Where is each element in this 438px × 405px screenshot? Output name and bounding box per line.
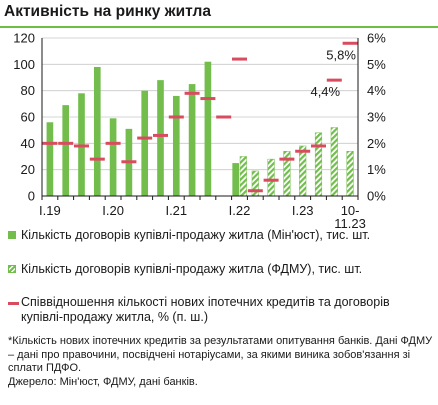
title-rule (0, 26, 438, 28)
bar-minjust (204, 61, 212, 197)
legend-swatch-minjust (8, 231, 16, 239)
bar-fdmu (299, 145, 307, 197)
bar-minjust (172, 95, 180, 196)
legend-label-fdmu: Кількість договорів купівлі-продажу житл… (21, 262, 363, 276)
y-left-tick-label: 120 (13, 31, 35, 46)
legend-swatch-fdmu (8, 265, 16, 273)
ratio-data-label: 4,4% (310, 84, 340, 99)
y-right-tick-label: 2% (367, 136, 386, 151)
chart: 0 20 40 60 80 100 120 0% 1% 2% 3% 4% 5% 6% I.19 I.20 I.2… (13, 31, 386, 232)
bar-minjust (46, 122, 54, 196)
y-right-tick-label: 5% (367, 57, 386, 72)
x-tick-label: I.23 (292, 203, 314, 218)
bar-minjust (93, 66, 101, 196)
bar-fdmu (330, 127, 338, 197)
legend-item-ratio: Співвідношення кількості нових іпотечних… (8, 295, 431, 325)
y-left-tick-label: 60 (21, 110, 35, 125)
bar-minjust (62, 105, 70, 196)
footnotes: *Кількість нових іпотечних кредитів за р… (8, 335, 434, 389)
legend-swatch-ratio (8, 302, 19, 305)
bar-fdmu (314, 132, 323, 197)
bar-fdmu (251, 170, 259, 197)
x-tick-label: I.21 (165, 203, 187, 218)
y-left-tick-label: 0 (28, 189, 35, 204)
y-right-tick-label: 4% (367, 83, 386, 98)
footnote-text: *Кількість нових іпотечних кредитів за р… (8, 335, 433, 374)
legend-label-minjust: Кількість договорів купівлі-продажу житл… (21, 228, 371, 242)
legend-label-ratio: Співвідношення кількості нових іпотечних… (21, 295, 390, 324)
x-tick-label: I.22 (229, 203, 251, 218)
x-tick-label: I.19 (39, 203, 61, 218)
y-left-tick-label: 20 (21, 162, 35, 177)
legend-item-fdmu: Кількість договорів купівлі-продажу житл… (8, 262, 431, 277)
ratio-data-label: 5,8% (326, 47, 356, 62)
x-tick-label: I.20 (102, 203, 124, 218)
bar-minjust (232, 163, 239, 196)
bar-minjust (109, 118, 117, 196)
y-left-tick-label: 80 (21, 83, 35, 98)
bar-minjust (188, 84, 196, 196)
bar-fdmu (267, 158, 275, 197)
x-tick-label: 10-11.23 (334, 203, 366, 231)
chart-title: Активність на ринку житла (4, 3, 212, 20)
y-right-tick-label: 6% (367, 31, 386, 46)
y-left-tick-label: 100 (13, 57, 35, 72)
y-left-tick-label: 40 (21, 136, 35, 151)
y-right-tick-label: 0% (367, 189, 386, 204)
bar-minjust (157, 80, 164, 196)
bar-fdmu (239, 156, 247, 197)
bar-fdmu (346, 150, 354, 197)
y-right-tick-label: 3% (367, 110, 386, 125)
source-text: Джерело: Мін'юст, ФДМУ, дані банків. (8, 375, 198, 388)
legend-item-minjust: Кількість договорів купівлі-продажу житл… (8, 228, 431, 243)
bar-minjust (141, 90, 149, 196)
y-right-tick-label: 1% (367, 162, 386, 177)
